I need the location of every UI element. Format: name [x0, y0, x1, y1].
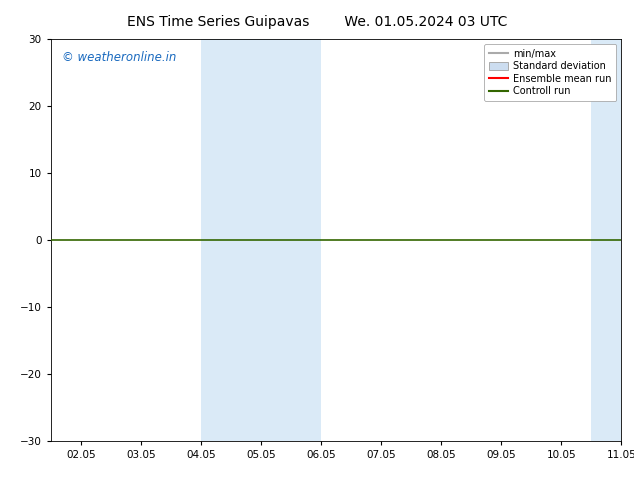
Bar: [201, 39, 321, 441]
Legend: min/max, Standard deviation, Ensemble mean run, Controll run: min/max, Standard deviation, Ensemble me…: [484, 44, 616, 101]
Text: ENS Time Series Guipavas        We. 01.05.2024 03 UTC: ENS Time Series Guipavas We. 01.05.2024 …: [127, 15, 507, 29]
Bar: [592, 39, 634, 441]
Text: © weatheronline.in: © weatheronline.in: [62, 51, 176, 64]
